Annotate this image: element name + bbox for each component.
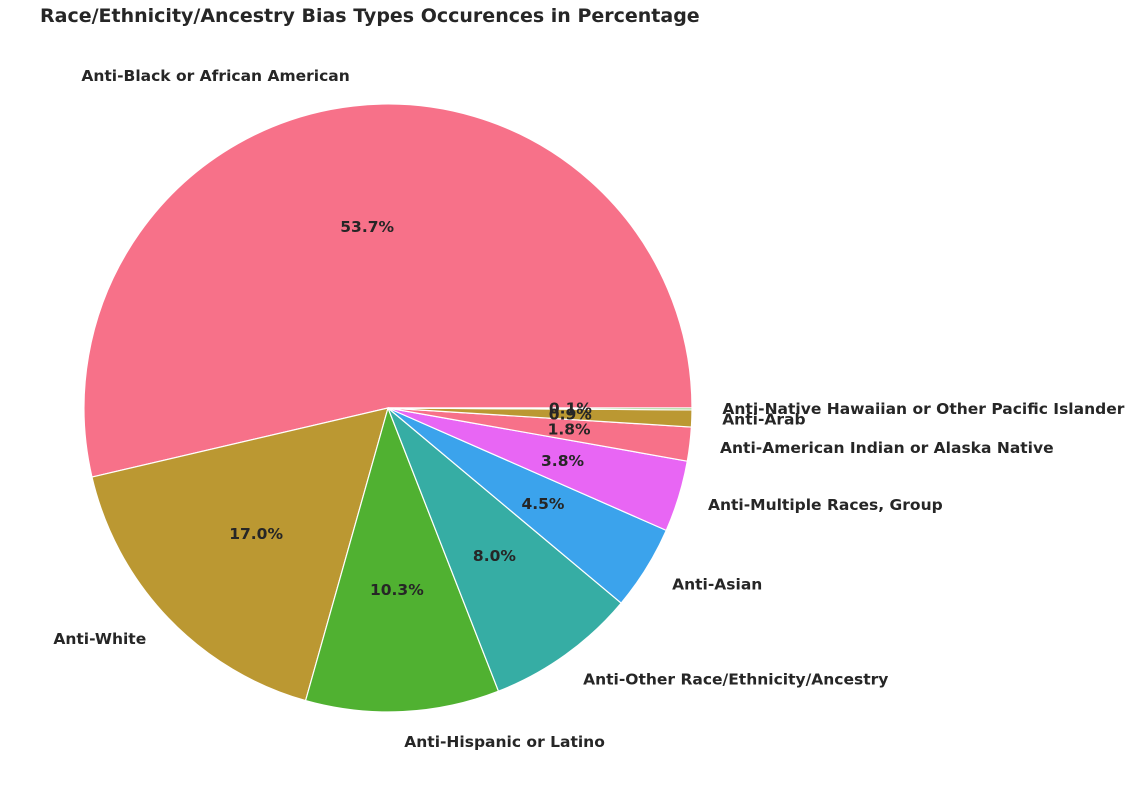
percent-label-anti-white: 17.0% (229, 525, 283, 543)
category-label-anti-native-hawaiian-or-other-pacific-islander: Anti-Native Hawaiian or Other Pacific Is… (722, 400, 1124, 418)
pie-slice-anti-white (91, 407, 389, 702)
category-label-anti-asian: Anti-Asian (672, 575, 762, 593)
category-label-anti-hispanic-or-latino: Anti-Hispanic or Latino (404, 733, 605, 751)
category-label-anti-multiple-races-group: Anti-Multiple Races, Group (708, 496, 943, 514)
pie-slice-anti-other-race-ethnicity-ancestry (387, 407, 622, 692)
percent-labels: 53.7% 17.0% 10.3% 8.0% 4.5% 3.8% 1.8%0.9%0.1% (229, 218, 592, 599)
pie-slices (83, 103, 693, 713)
pie-slice-anti-native-hawaiian-or-other-pacific-islander (387, 407, 693, 411)
percent-label-anti-native-hawaiian-or-other-pacific-islander: 0.1% (549, 400, 592, 418)
category-label-anti-arab: Anti-Arab (722, 411, 805, 429)
chart-title: Race/Ethnicity/Ancestry Bias Types Occur… (40, 5, 700, 27)
category-label-anti-white: Anti-White (53, 630, 146, 648)
category-label-anti-american-indian-or-alaska-native: Anti-American Indian or Alaska Native (720, 439, 1054, 457)
percent-label-anti-other-race-ethnicity-ancestry: 8.0% (473, 547, 516, 565)
percent-label-anti-arab: 0.9% (549, 405, 592, 423)
percent-label-anti-asian: 4.5% (521, 495, 564, 513)
category-label-anti-black-or-african-american: Anti-Black or African American (81, 67, 349, 85)
percent-label-anti-hispanic-or-latino: 10.3% (370, 581, 424, 599)
percent-label-anti-multiple-races-group: 3.8% (541, 452, 584, 470)
percent-label-anti-black-or-african-american: 53.7% (340, 218, 394, 236)
percent-label-anti-american-indian-or-alaska-native: 1.8% (548, 421, 591, 439)
category-label-anti-other-race-ethnicity-ancestry: Anti-Other Race/Ethnicity/Ancestry (583, 671, 888, 689)
pie-slice-anti-black-or-african-american (83, 103, 693, 478)
pie-slice-anti-hispanic-or-latino (304, 407, 500, 713)
category-labels: Anti-Black or African American Anti-White… (53, 67, 1124, 751)
